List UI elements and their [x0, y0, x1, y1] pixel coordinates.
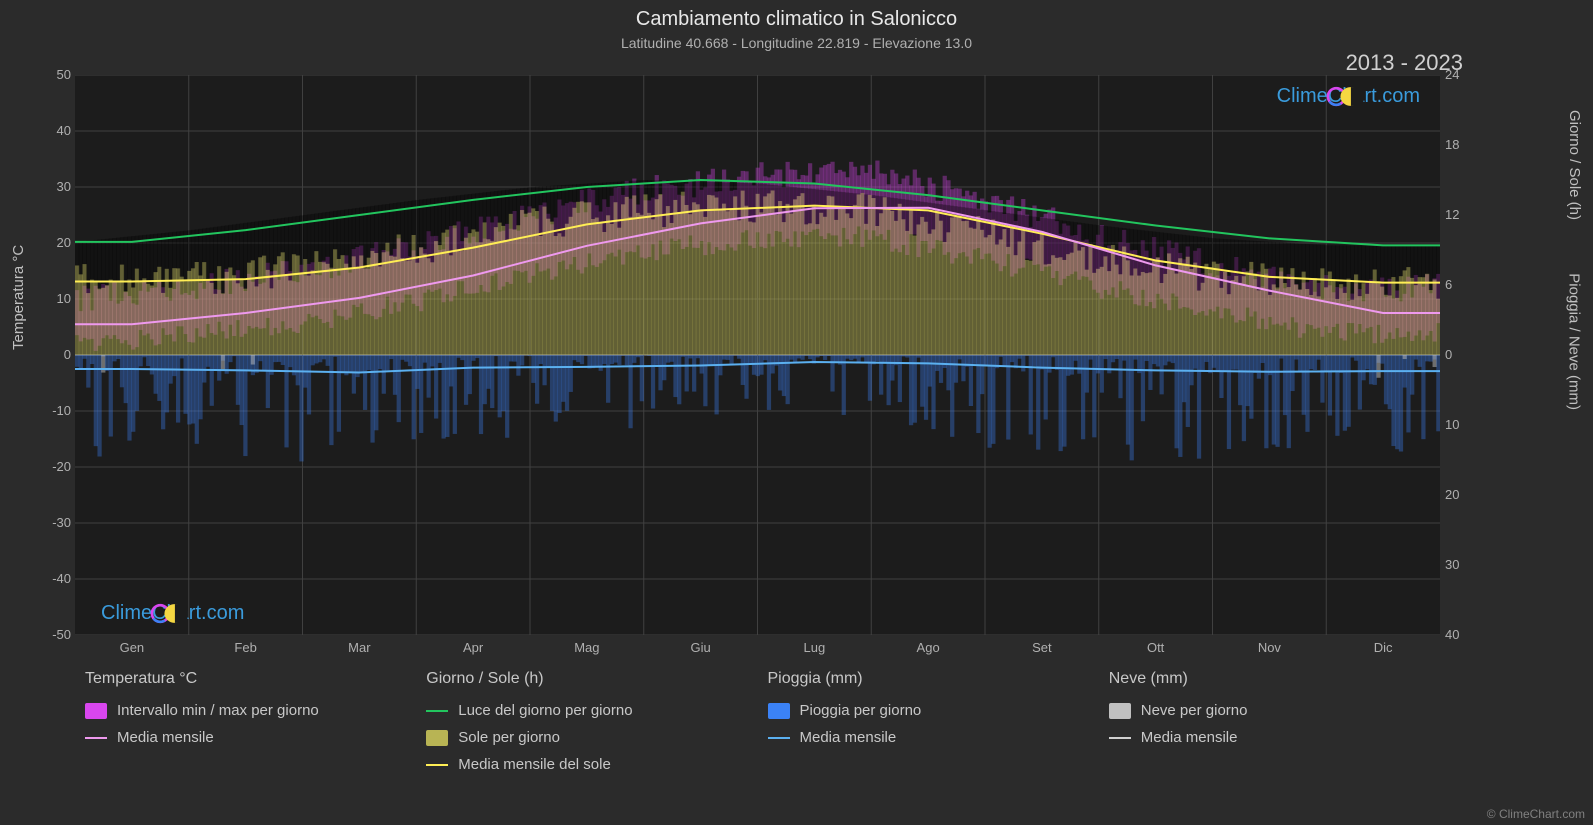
ytick-left: -50 — [31, 627, 71, 642]
ytick-right-hours: 0 — [1445, 347, 1485, 362]
legend-col-day: Giorno / Sole (h) Luce del giorno per gi… — [416, 670, 757, 783]
xtick-month: Apr — [443, 640, 503, 655]
xtick-month: Lug — [784, 640, 844, 655]
legend-label: Luce del giorno per giorno — [458, 702, 632, 719]
ytick-right-hours: 12 — [1445, 207, 1485, 222]
plot-area: ClimeChart.com ClimeChart.com — [75, 75, 1440, 635]
credit: © ClimeChart.com — [1487, 807, 1585, 821]
legend-col-snow: Neve (mm) Neve per giorno Media mensile — [1099, 670, 1440, 783]
swatch-rain-mean-icon — [768, 737, 790, 739]
xtick-month: Mar — [329, 640, 389, 655]
legend-temp-mean: Media mensile — [85, 729, 416, 746]
ytick-right-mm: 20 — [1445, 487, 1485, 502]
ytick-left: 30 — [31, 179, 71, 194]
xtick-month: Nov — [1239, 640, 1299, 655]
legend: Temperatura °C Intervallo min / max per … — [75, 670, 1440, 783]
ytick-right-mm: 10 — [1445, 417, 1485, 432]
ytick-left: 40 — [31, 123, 71, 138]
swatch-snow-mean-icon — [1109, 737, 1131, 739]
xtick-month: Set — [1012, 640, 1072, 655]
ytick-right-mm: 40 — [1445, 627, 1485, 642]
yaxis-right-top-label: Giorno / Sole (h) — [1566, 110, 1583, 220]
xtick-month: Dic — [1353, 640, 1413, 655]
legend-col-temp: Temperatura °C Intervallo min / max per … — [75, 670, 416, 783]
legend-snow-head: Neve (mm) — [1109, 670, 1440, 688]
chart-subtitle: Latitudine 40.668 - Longitudine 22.819 -… — [0, 31, 1593, 51]
legend-sun-mean: Media mensile del sole — [426, 756, 757, 773]
legend-label: Intervallo min / max per giorno — [117, 702, 319, 719]
ytick-left: 20 — [31, 235, 71, 250]
ytick-right-mm: 30 — [1445, 557, 1485, 572]
ytick-right-hours: 18 — [1445, 137, 1485, 152]
legend-temp-head: Temperatura °C — [85, 670, 416, 688]
ytick-left: -30 — [31, 515, 71, 530]
legend-label: Media mensile — [800, 729, 897, 746]
watermark-bottom: ClimeChart.com — [95, 602, 244, 625]
ytick-left: 10 — [31, 291, 71, 306]
legend-day-head: Giorno / Sole (h) — [426, 670, 757, 688]
ytick-left: -20 — [31, 459, 71, 474]
chart-title: Cambiamento climatico in Salonicco — [0, 0, 1593, 31]
legend-snow: Neve per giorno — [1109, 702, 1440, 719]
legend-rain-head: Pioggia (mm) — [768, 670, 1099, 688]
xtick-month: Gen — [102, 640, 162, 655]
swatch-rain-icon — [768, 703, 790, 719]
legend-label: Sole per giorno — [458, 729, 560, 746]
plot-svg — [75, 75, 1440, 635]
xtick-month: Feb — [216, 640, 276, 655]
watermark-top: ClimeChart.com — [1271, 85, 1420, 108]
swatch-sun-icon — [426, 730, 448, 746]
legend-snow-mean: Media mensile — [1109, 729, 1440, 746]
xtick-month: Ago — [898, 640, 958, 655]
ytick-left: -40 — [31, 571, 71, 586]
yaxis-right-bot-label: Pioggia / Neve (mm) — [1566, 273, 1583, 410]
ytick-right-hours: 6 — [1445, 277, 1485, 292]
swatch-temp-range-icon — [85, 703, 107, 719]
legend-col-rain: Pioggia (mm) Pioggia per giorno Media me… — [758, 670, 1099, 783]
ytick-left: 0 — [31, 347, 71, 362]
swatch-sun-mean-icon — [426, 764, 448, 766]
xtick-month: Mag — [557, 640, 617, 655]
ytick-right-hours: 24 — [1445, 67, 1485, 82]
xtick-month: Giu — [671, 640, 731, 655]
legend-temp-range: Intervallo min / max per giorno — [85, 702, 416, 719]
legend-daylight: Luce del giorno per giorno — [426, 702, 757, 719]
legend-label: Neve per giorno — [1141, 702, 1248, 719]
legend-label: Media mensile — [1141, 729, 1238, 746]
ytick-left: -10 — [31, 403, 71, 418]
legend-rain-mean: Media mensile — [768, 729, 1099, 746]
swatch-temp-mean-icon — [85, 737, 107, 739]
legend-label: Pioggia per giorno — [800, 702, 922, 719]
legend-sun: Sole per giorno — [426, 729, 757, 746]
legend-rain: Pioggia per giorno — [768, 702, 1099, 719]
legend-label: Media mensile del sole — [458, 756, 611, 773]
swatch-daylight-icon — [426, 710, 448, 712]
ytick-left: 50 — [31, 67, 71, 82]
swatch-snow-icon — [1109, 703, 1131, 719]
xtick-month: Ott — [1126, 640, 1186, 655]
yaxis-left-label: Temperatura °C — [10, 245, 27, 350]
legend-label: Media mensile — [117, 729, 214, 746]
